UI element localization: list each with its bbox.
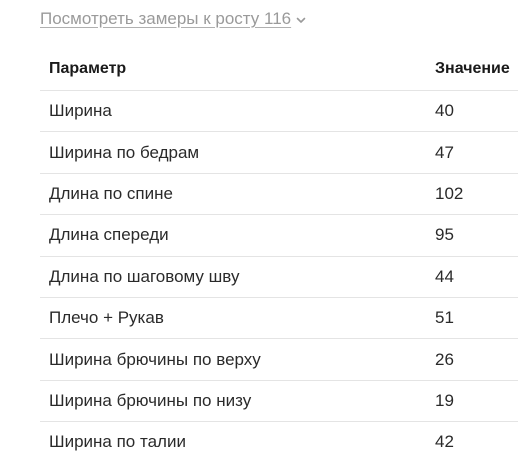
column-header-parameter: Параметр (40, 48, 426, 91)
table-row: Длина по спине 102 (40, 173, 518, 216)
table-row: Ширина 40 (40, 90, 518, 133)
value-cell: 19 (426, 380, 518, 423)
parameter-cell: Плечо + Рукав (40, 297, 426, 340)
parameter-cell: Длина спереди (40, 214, 426, 257)
parameter-cell: Ширина по бедрам (40, 131, 426, 174)
chevron-down-icon (295, 14, 307, 26)
value-cell: 51 (426, 297, 518, 340)
value-cell: 40 (426, 90, 518, 133)
column-header-value: Значение (426, 48, 518, 91)
table-row: Ширина брючины по низу 19 (40, 380, 518, 423)
value-cell: 26 (426, 338, 518, 381)
value-cell: 47 (426, 131, 518, 174)
table-row: Ширина брючины по верху 26 (40, 338, 518, 381)
parameter-cell: Длина по шаговому шву (40, 256, 426, 298)
table-row: Плечо + Рукав 51 (40, 297, 518, 340)
table-header-row: Параметр Значение (40, 48, 518, 91)
value-cell: 102 (426, 173, 518, 216)
measurements-table: Параметр Значение Ширина 40 Ширина по бе… (40, 48, 518, 463)
value-cell: 42 (435, 432, 454, 452)
value-cell: 95 (426, 214, 518, 257)
parameter-cell: Ширина брючины по верху (40, 338, 426, 381)
measurements-toggle-link[interactable]: Посмотреть замеры к росту 116 (40, 9, 307, 29)
value-cell: 44 (426, 256, 518, 298)
parameter-cell: Ширина брючины по низу (40, 380, 426, 423)
parameter-cell: Длина по спине (40, 173, 426, 216)
table-row: Длина спереди 95 (40, 214, 518, 257)
table-row: Ширина по бедрам 47 (40, 131, 518, 174)
parameter-cell: Ширина (40, 90, 426, 133)
table-row: Длина по шаговому шву 44 (40, 256, 518, 298)
measurements-toggle-label: Посмотреть замеры к росту 116 (40, 9, 292, 28)
table-row: Ширина по талии 42 (40, 422, 518, 463)
parameter-cell: Ширина по талии (49, 432, 186, 452)
